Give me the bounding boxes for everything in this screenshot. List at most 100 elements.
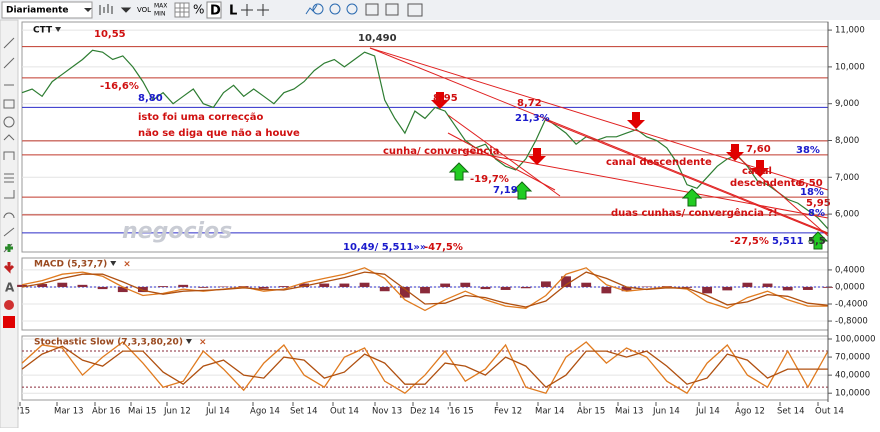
series-line [22, 346, 828, 387]
x-tick-label: Mai 15 [128, 407, 156, 417]
x-tick-label: Out 14 [815, 407, 844, 417]
annotation: isto foi uma correcção [138, 112, 263, 123]
y-tick-label: -0,8000 [835, 317, 868, 327]
annotation: -47,5% [424, 242, 463, 253]
toolbar [0, 0, 880, 20]
y-tick-label: 9,000 [835, 99, 859, 109]
tool-strip [0, 20, 18, 428]
x-tick-label: Mar 13 [54, 407, 84, 417]
period-label: Diariamente [6, 6, 69, 16]
y-tick-label: 10,0000 [835, 389, 870, 399]
annotation: não se diga que não a houve [138, 128, 300, 139]
x-tick-label: '15 [17, 407, 30, 417]
histogram-bar [722, 287, 732, 290]
histogram-bar [501, 287, 511, 290]
histogram-bar [702, 287, 712, 293]
y-tick-label: 100,0000 [835, 335, 876, 345]
panel-close: × [123, 260, 131, 270]
histogram-bar [581, 283, 591, 287]
x-tick-label: Set 14 [777, 407, 804, 417]
histogram-bar [339, 284, 349, 287]
histogram-bar [98, 287, 108, 289]
y-tick-label: 40,0000 [835, 371, 870, 381]
histogram-bar [319, 284, 329, 287]
x-tick-label: Jun 14 [652, 407, 680, 417]
histogram-bar [783, 287, 793, 290]
histogram-bar [481, 287, 491, 289]
x-tick-label: Abr 16 [92, 407, 120, 417]
histogram-bar [279, 286, 289, 287]
histogram-bar [803, 287, 813, 290]
text-tool[interactable]: A [5, 281, 15, 295]
annotation: 5,511 [772, 236, 804, 247]
daily-button[interactable]: D [210, 4, 221, 19]
annotation: -27,5% [730, 236, 769, 247]
histogram-bar [521, 287, 531, 288]
x-tick-label: Set 14 [290, 407, 317, 417]
histogram-bar [78, 285, 88, 287]
annotation: 7,19 [493, 185, 518, 196]
maxmin-button[interactable]: MAX [154, 3, 167, 10]
histogram-bar [158, 286, 168, 287]
histogram-bar [178, 285, 188, 287]
annotation: -19,7% [470, 174, 509, 185]
line-button[interactable]: L [229, 4, 237, 19]
panel-menu-arrow [55, 27, 61, 32]
panel [22, 258, 828, 330]
annotation: canal descendente [606, 157, 712, 168]
annotation: duas cunhas/ convergência ?! [611, 207, 778, 219]
panel-menu-arrow [186, 339, 192, 344]
x-tick-label: Dez 14 [410, 407, 440, 417]
y-tick-label: 0,0000 [835, 282, 865, 292]
annotation: descendente [730, 178, 803, 189]
y-tick-label: 70,0000 [835, 353, 870, 363]
annotation: 8,80 [138, 93, 163, 104]
annotation: 8,95 [433, 93, 458, 104]
series-line [22, 342, 828, 393]
y-tick-label: 0,4000 [835, 265, 865, 275]
annotation: 38% [796, 145, 820, 156]
color-tool[interactable] [3, 316, 15, 328]
y-tick-label: 10,000 [835, 62, 865, 72]
histogram-bar [541, 281, 551, 287]
annotation: 21,3% [515, 113, 550, 124]
histogram-bar [259, 287, 269, 289]
annotation: 18% [800, 187, 824, 198]
annotation: 7,60 [746, 144, 771, 155]
x-tick-label: Fev 12 [494, 407, 522, 417]
x-tick-label: Jul 14 [695, 407, 720, 417]
delete-tool[interactable] [4, 300, 14, 310]
grid-button[interactable] [175, 3, 189, 17]
annotation: 8,72 [517, 98, 542, 109]
x-tick-label: Jul 14 [205, 407, 230, 417]
histogram-bar [601, 287, 611, 293]
x-tick-label: Jun 12 [163, 407, 191, 417]
percent-button[interactable]: % [193, 3, 204, 17]
annotation: 8% [808, 208, 825, 219]
series-line [22, 50, 828, 229]
y-tick-label: 11,000 [835, 26, 865, 36]
annotation: 5,5 [808, 236, 826, 247]
histogram-bar [380, 287, 390, 291]
annotation: canal [742, 166, 772, 177]
histogram-bar [440, 284, 450, 287]
histogram-bar [420, 287, 430, 293]
maxmin-button[interactable]: MIN [154, 11, 165, 18]
panel-title: Stochastic Slow (7,3,3,80,20) [34, 338, 183, 348]
y-tick-label: -0,4000 [835, 300, 868, 310]
annotation: 10,55 [94, 29, 126, 40]
vol-button[interactable]: VOL [137, 6, 151, 14]
panel-title: MACD (5,37,7) [34, 260, 107, 270]
histogram-bar [57, 283, 67, 287]
histogram-bar [198, 287, 208, 288]
y-tick-label: 8,000 [835, 136, 859, 146]
panel-menu-arrow [110, 261, 116, 266]
x-tick-label: Ago 12 [735, 407, 765, 417]
x-tick-label: Nov 13 [372, 407, 402, 417]
annotation: 10,49/ 5,511»» [343, 242, 426, 253]
histogram-bar [360, 283, 370, 287]
x-tick-label: Ago 14 [250, 407, 280, 417]
histogram-bar [742, 283, 752, 287]
y-tick-label: 7,000 [835, 173, 859, 183]
x-tick-label: Abr 15 [577, 407, 605, 417]
